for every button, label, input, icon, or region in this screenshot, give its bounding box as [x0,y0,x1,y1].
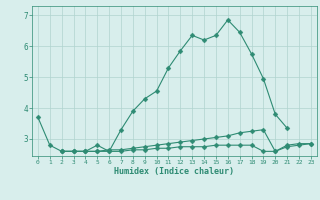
X-axis label: Humidex (Indice chaleur): Humidex (Indice chaleur) [115,167,234,176]
